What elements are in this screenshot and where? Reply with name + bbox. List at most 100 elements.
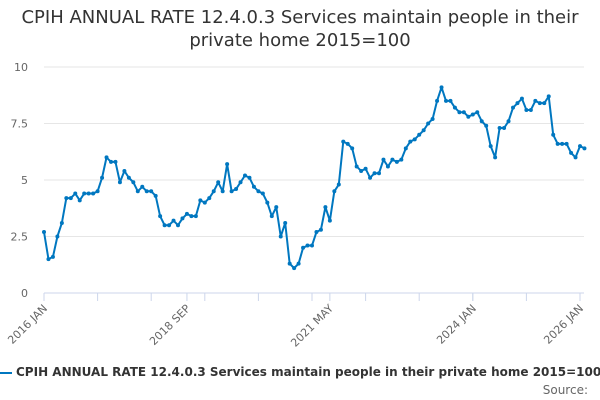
data-point: [158, 214, 163, 219]
data-point: [287, 261, 292, 266]
data-point: [439, 85, 444, 90]
y-tick-label: 0: [21, 287, 28, 300]
data-point: [493, 155, 498, 160]
data-point: [359, 168, 364, 173]
data-point: [390, 157, 395, 162]
data-point: [426, 121, 431, 126]
data-point: [506, 119, 511, 124]
data-point: [238, 180, 243, 185]
data-point: [582, 146, 587, 151]
data-point: [113, 159, 118, 164]
data-point: [50, 254, 55, 259]
data-point: [417, 132, 422, 137]
data-point: [502, 126, 507, 131]
data-point: [167, 223, 172, 228]
legend-symbol: [0, 371, 12, 374]
data-point: [430, 116, 435, 121]
data-point: [372, 171, 377, 176]
data-point: [149, 189, 154, 194]
data-point: [327, 218, 332, 223]
data-point: [122, 168, 127, 173]
data-point: [354, 164, 359, 169]
data-point: [318, 227, 323, 232]
data-point: [176, 223, 180, 228]
data-point: [131, 180, 136, 185]
data-point: [46, 257, 51, 262]
data-point: [452, 105, 457, 110]
data-point: [135, 189, 140, 194]
data-point: [82, 191, 87, 196]
data-point: [444, 98, 448, 103]
data-point: [283, 220, 288, 225]
data-point: [381, 157, 386, 162]
data-point: [189, 214, 194, 219]
data-point: [184, 211, 189, 216]
data-point: [363, 166, 368, 171]
data-point: [385, 164, 390, 169]
data-point: [243, 173, 247, 178]
x-tick-label: 2018 SEP: [147, 302, 193, 348]
data-point: [95, 189, 100, 194]
data-point: [207, 196, 212, 201]
data-point: [336, 182, 341, 187]
data-point: [256, 189, 261, 194]
data-point: [274, 205, 279, 210]
data-point: [229, 189, 234, 194]
data-point: [399, 157, 404, 162]
data-point: [519, 96, 524, 101]
data-point: [216, 180, 221, 185]
data-point: [551, 132, 556, 137]
data-point: [448, 98, 453, 103]
data-point: [377, 171, 381, 176]
data-point: [77, 198, 82, 203]
data-point: [345, 141, 350, 146]
data-point: [42, 229, 46, 234]
data-point: [153, 193, 158, 198]
data-point: [140, 184, 145, 189]
data-point: [537, 101, 542, 106]
data-point: [296, 261, 301, 266]
data-point: [408, 139, 413, 144]
data-point: [109, 159, 113, 164]
data-point: [435, 98, 440, 103]
data-point: [511, 105, 515, 110]
data-point: [68, 196, 73, 201]
source-label: Source:: [542, 383, 588, 397]
data-point: [278, 234, 283, 239]
data-point: [578, 144, 582, 149]
data-point: [569, 150, 574, 155]
data-point: [104, 155, 109, 160]
data-point: [368, 175, 373, 180]
data-point: [55, 234, 60, 239]
legend[interactable]: CPIH ANNUAL RATE 12.4.0.3 Services maint…: [0, 365, 600, 379]
y-tick-label: 5: [21, 174, 28, 187]
x-tick-label: 2021 MAY: [288, 302, 336, 350]
data-point: [488, 144, 493, 149]
data-point: [198, 198, 203, 203]
data-point: [292, 266, 297, 271]
data-point: [350, 146, 355, 151]
data-point: [64, 196, 69, 201]
data-point: [564, 141, 569, 146]
chart-title: CPIH ANNUAL RATE 12.4.0.3 Services maint…: [21, 7, 579, 51]
data-point: [265, 200, 270, 205]
data-point: [466, 114, 471, 119]
data-point: [524, 107, 529, 112]
data-point: [555, 141, 560, 146]
data-point: [247, 175, 252, 180]
y-tick-label: 2.5: [11, 231, 29, 244]
data-point: [475, 110, 480, 115]
data-point: [117, 180, 122, 185]
data-point: [260, 191, 265, 196]
y-tick-label: 7.5: [11, 118, 29, 131]
x-tick-label: 2016 JAN: [5, 302, 50, 347]
data-point: [220, 189, 225, 194]
data-point: [546, 94, 551, 99]
data-point: [91, 191, 96, 196]
data-point: [457, 110, 462, 115]
data-point: [193, 214, 198, 219]
data-point: [560, 141, 565, 146]
data-point: [497, 126, 502, 131]
data-point: [301, 245, 306, 250]
